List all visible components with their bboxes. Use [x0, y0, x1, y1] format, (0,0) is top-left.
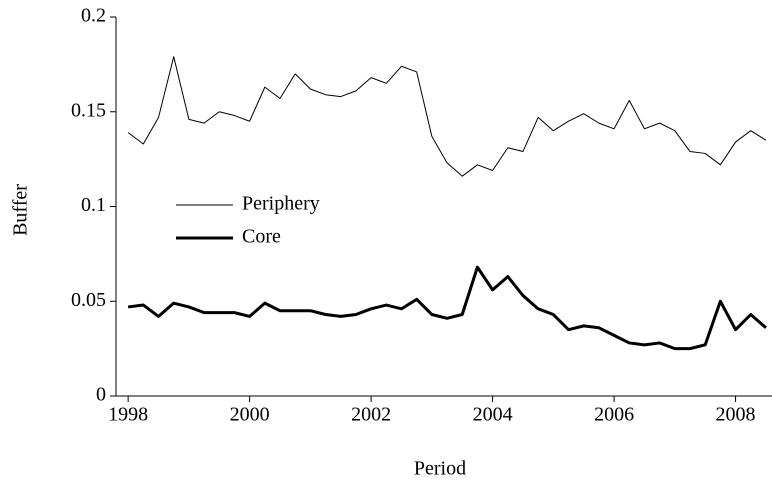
y-axis-label: Buffer [10, 184, 32, 236]
x-tick-label: 2008 [716, 404, 756, 426]
x-tick-label: 2004 [473, 404, 513, 426]
y-tick-label: 0.2 [81, 5, 106, 27]
x-tick-label: 2000 [230, 404, 270, 426]
x-tick-label: 1998 [108, 404, 148, 426]
series-line [127, 265, 767, 351]
y-tick-label: 0 [96, 384, 106, 406]
y-tick-label: 0.05 [71, 289, 106, 311]
legend-label: Periphery [242, 193, 320, 215]
x-tick-label: 2002 [351, 404, 391, 426]
x-axis-label: Period [414, 458, 466, 480]
x-tick-label: 2006 [594, 404, 634, 426]
y-tick-label: 0.15 [71, 99, 106, 121]
y-tick-label: 0.1 [81, 194, 106, 216]
legend-label: Core [242, 226, 281, 248]
series-line [127, 56, 767, 177]
